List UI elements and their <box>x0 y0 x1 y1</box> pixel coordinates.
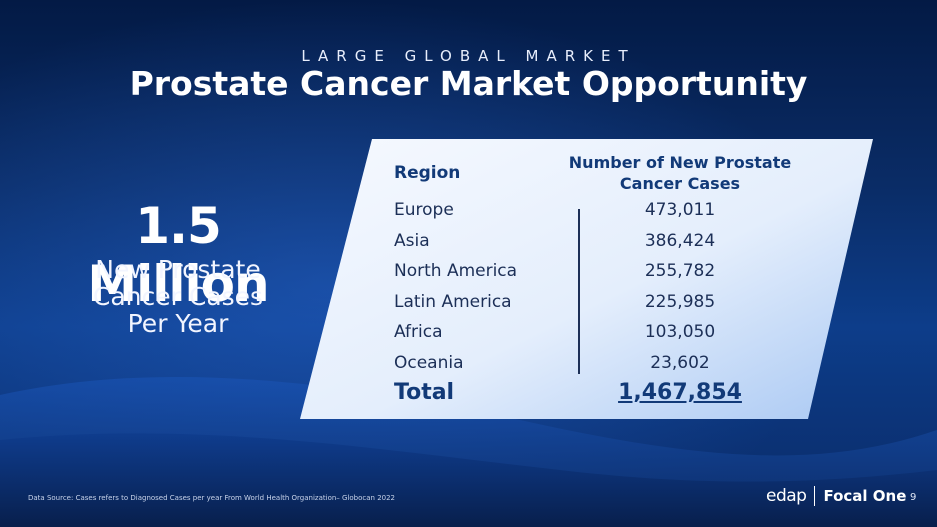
table-row: Africa 103,050 <box>0 322 937 350</box>
cases-cell: 255,782 <box>644 261 716 281</box>
headline-stat-caption: New Prostate Cancer Cases Per Year <box>38 256 318 337</box>
slide-title: Prostate Cancer Market Opportunity <box>129 64 808 103</box>
logo-divider <box>814 486 816 506</box>
caption-line: Cancer Cases <box>92 282 264 311</box>
header-cases-line: Cancer Cases <box>619 174 741 193</box>
cases-cell: 23,602 <box>650 353 710 373</box>
company-logo: edap Focal One <box>766 485 906 507</box>
region-cell: Latin America <box>394 292 512 312</box>
total-value: 1,467,854 <box>618 380 742 405</box>
headline-stat: 1.5 Million <box>87 197 269 313</box>
data-source-footnote: Data Source: Cases refers to Diagnosed C… <box>28 494 396 502</box>
cases-cell: 103,050 <box>644 322 716 342</box>
region-cell: Africa <box>394 322 443 342</box>
table-row: Oceania 23,602 <box>0 353 937 381</box>
logo-edap-wordmark: edap <box>766 486 807 506</box>
logo-focal-one-wordmark: Focal One <box>823 487 907 505</box>
header-cases: Number of New Prostate Cancer Cases <box>560 152 800 194</box>
page-number: 9 <box>910 492 917 503</box>
region-cell: Europe <box>394 200 454 220</box>
table-row: Europe 473,011 <box>0 200 937 228</box>
slide-eyebrow: LARGE GLOBAL MARKET <box>301 47 636 65</box>
caption-line: Per Year <box>127 309 229 338</box>
cases-cell: 386,424 <box>644 231 716 251</box>
total-label: Total <box>394 380 455 405</box>
column-divider <box>578 209 580 374</box>
region-cell: Oceania <box>394 353 464 373</box>
cases-cell: 225,985 <box>644 292 716 312</box>
region-cell: Asia <box>394 231 430 251</box>
header-region: Region <box>394 163 461 183</box>
caption-line: New Prostate <box>95 255 261 284</box>
cases-cell: 473,011 <box>644 200 716 220</box>
table-row: Latin America 225,985 <box>0 292 937 320</box>
table-row: North America 255,782 <box>0 261 937 289</box>
region-cell: North America <box>394 261 518 281</box>
header-cases-line: Number of New Prostate <box>568 153 792 172</box>
table-row: Asia 386,424 <box>0 231 937 259</box>
